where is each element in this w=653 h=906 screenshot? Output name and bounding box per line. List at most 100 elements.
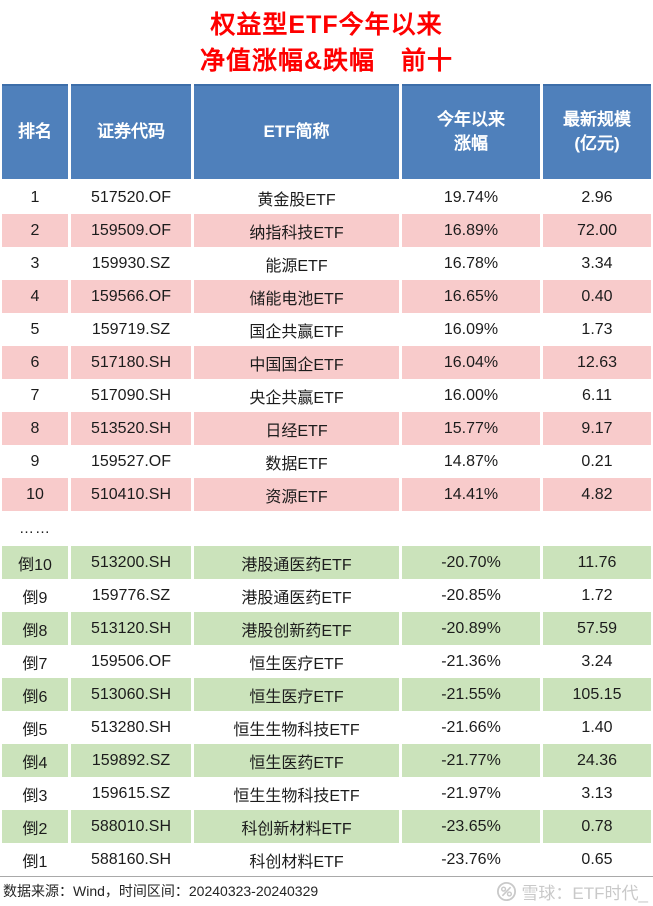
change-cell: -21.97% (441, 784, 501, 802)
table-header: 排名 证券代码 ETF简称 今年以来 涨幅 最新规模 (亿元) (2, 84, 651, 179)
scale-cell: 12.63 (543, 346, 651, 379)
code-cell: 513280.SH (90, 718, 172, 736)
scale-cell: 24.36 (543, 744, 651, 777)
code-cell: 588160.SH (90, 850, 172, 868)
table-row: 倒8 513120.SH 港股创新药ETF -20.89% 57.59 (2, 612, 651, 645)
scale-cell: 105.15 (543, 678, 651, 711)
watermark-text: 雪球：ETF时代_ (521, 883, 648, 903)
code-cell: 588010.SH (71, 810, 191, 843)
name-cell: 日经ETF (194, 412, 399, 445)
name-cell: 中国国企ETF (194, 346, 399, 379)
name-cell: 科创材料ETF (249, 853, 344, 871)
scale-cell: 0.21 (581, 452, 613, 470)
separator-row: …… (2, 511, 651, 546)
scale-cell: 1.73 (581, 320, 613, 338)
data-source-text: 数据来源：Wind，时间区间：20240323-20240329 (3, 883, 319, 899)
name-cell: 央企共赢ETF (249, 389, 344, 407)
rank-cell: 倒8 (2, 612, 68, 645)
code-cell: 159506.OF (90, 652, 172, 670)
xueqiu-logo-icon (497, 881, 517, 901)
code-cell: 513120.SH (71, 612, 191, 645)
table-row: 7 517090.SH 央企共赢ETF 16.00% 6.11 (2, 379, 651, 412)
rank-cell: 倒2 (2, 810, 68, 843)
table-row: 倒9 159776.SZ 港股通医药ETF -20.85% 1.72 (2, 579, 651, 612)
change-cell: 16.09% (443, 320, 499, 338)
name-cell: 能源ETF (265, 257, 328, 275)
footer: 数据来源：Wind，时间区间：20240323-20240329 雪球：ETF时… (0, 876, 653, 905)
rank-cell: 倒3 (22, 787, 48, 805)
change-cell: -20.70% (402, 546, 540, 579)
change-cell: -21.66% (441, 718, 501, 736)
scale-cell: 1.40 (581, 718, 613, 736)
name-cell: 科创新材料ETF (194, 810, 399, 843)
code-cell: 513200.SH (71, 546, 191, 579)
table-row: 5 159719.SZ 国企共赢ETF 16.09% 1.73 (2, 313, 651, 346)
scale-cell: 0.78 (543, 810, 651, 843)
table-row: 8 513520.SH 日经ETF 15.77% 9.17 (2, 412, 651, 445)
change-cell: 14.87% (443, 452, 499, 470)
column-header-1: 证券代码 (71, 84, 191, 179)
table-row: 倒3 159615.SZ 恒生生物科技ETF -21.97% 3.13 (2, 777, 651, 810)
ellipsis-text: …… (19, 520, 51, 537)
code-cell: 159566.OF (71, 280, 191, 313)
change-cell: 16.89% (402, 214, 540, 247)
change-cell: 16.04% (402, 346, 540, 379)
rank-cell: 倒10 (2, 546, 68, 579)
name-cell: 恒生医药ETF (194, 744, 399, 777)
gainers-section: 1 517520.OF 黄金股ETF 19.74% 2.96 2 159509.OF 纳指科技… (2, 181, 651, 511)
code-cell: 159892.SZ (71, 744, 191, 777)
change-cell: 15.77% (402, 412, 540, 445)
name-cell: 恒生生物科技ETF (233, 721, 360, 739)
losers-section: 倒10 513200.SH 港股通医药ETF -20.70% 11.76 倒9 159776… (2, 546, 651, 876)
table-row: 倒6 513060.SH 恒生医疗ETF -21.55% 105.15 (2, 678, 651, 711)
name-cell: 港股通医药ETF (194, 546, 399, 579)
table-row: 3 159930.SZ 能源ETF 16.78% 3.34 (2, 247, 651, 280)
code-cell: 159615.SZ (91, 784, 171, 802)
name-cell: 国企共赢ETF (249, 323, 344, 341)
table-row: 倒10 513200.SH 港股通医药ETF -20.70% 11.76 (2, 546, 651, 579)
rank-cell: 3 (30, 254, 40, 272)
name-cell: 储能电池ETF (194, 280, 399, 313)
change-cell: -21.36% (441, 652, 501, 670)
scale-cell: 3.34 (581, 254, 613, 272)
scale-cell: 0.65 (581, 850, 613, 868)
change-cell: -21.77% (402, 744, 540, 777)
scale-cell: 9.17 (543, 412, 651, 445)
table-row: 1 517520.OF 黄金股ETF 19.74% 2.96 (2, 181, 651, 214)
change-cell: 16.65% (402, 280, 540, 313)
scale-cell: 0.40 (543, 280, 651, 313)
code-cell: 159527.OF (90, 452, 172, 470)
table-row: 6 517180.SH 中国国企ETF 16.04% 12.63 (2, 346, 651, 379)
code-cell: 517180.SH (71, 346, 191, 379)
rank-cell: 倒5 (22, 721, 48, 739)
change-cell: -20.85% (441, 586, 501, 604)
rank-cell: 6 (2, 346, 68, 379)
scale-cell: 6.11 (582, 386, 612, 404)
etf-table: 排名 证券代码 ETF简称 今年以来 涨幅 最新规模 (亿元) 1 517520.OF 黄金股E… (2, 84, 651, 876)
table-row: 倒2 588010.SH 科创新材料ETF -23.65% 0.78 (2, 810, 651, 843)
title-line-2: 净值涨幅&跌幅 前十 (199, 47, 454, 75)
page-title: 权益型ETF今年以来 净值涨幅&跌幅 前十 (0, 0, 653, 79)
change-cell: 19.74% (443, 188, 499, 206)
change-cell: 14.41% (402, 478, 540, 511)
code-cell: 517090.SH (90, 386, 172, 404)
table-row: 倒5 513280.SH 恒生生物科技ETF -21.66% 1.40 (2, 711, 651, 744)
title-line-1: 权益型ETF今年以来 (210, 11, 443, 39)
table-row: 9 159527.OF 数据ETF 14.87% 0.21 (2, 445, 651, 478)
table-row: 2 159509.OF 纳指科技ETF 16.89% 72.00 (2, 214, 651, 247)
code-cell: 159719.SZ (91, 320, 171, 338)
scale-cell: 2.96 (581, 188, 613, 206)
code-cell: 159776.SZ (91, 586, 171, 604)
change-cell: -23.76% (441, 850, 501, 868)
name-cell: 恒生医疗ETF (249, 655, 344, 673)
scale-cell: 3.13 (581, 784, 613, 802)
code-cell: 517520.OF (90, 188, 172, 206)
table-row: 倒1 588160.SH 科创材料ETF -23.76% 0.65 (2, 843, 651, 876)
column-header-2: ETF简称 (194, 84, 399, 179)
name-cell: 恒生医疗ETF (194, 678, 399, 711)
name-cell: 数据ETF (265, 455, 328, 473)
scale-cell: 3.24 (581, 652, 613, 670)
name-cell: 港股通医药ETF (241, 589, 352, 607)
code-cell: 510410.SH (71, 478, 191, 511)
